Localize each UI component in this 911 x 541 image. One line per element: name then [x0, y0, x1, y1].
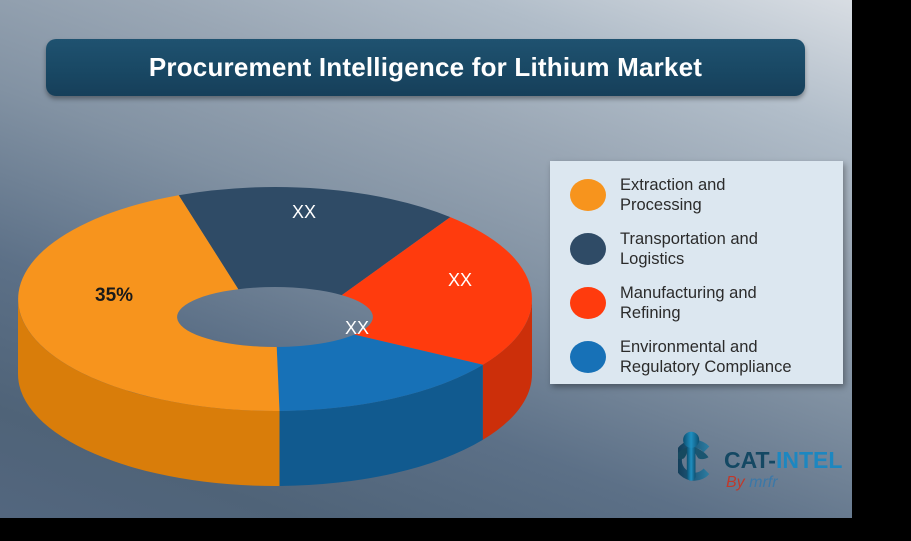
svg-text:CAT-INTEL: CAT-INTEL: [724, 447, 842, 473]
svg-text:By mrfr: By mrfr: [726, 474, 778, 491]
